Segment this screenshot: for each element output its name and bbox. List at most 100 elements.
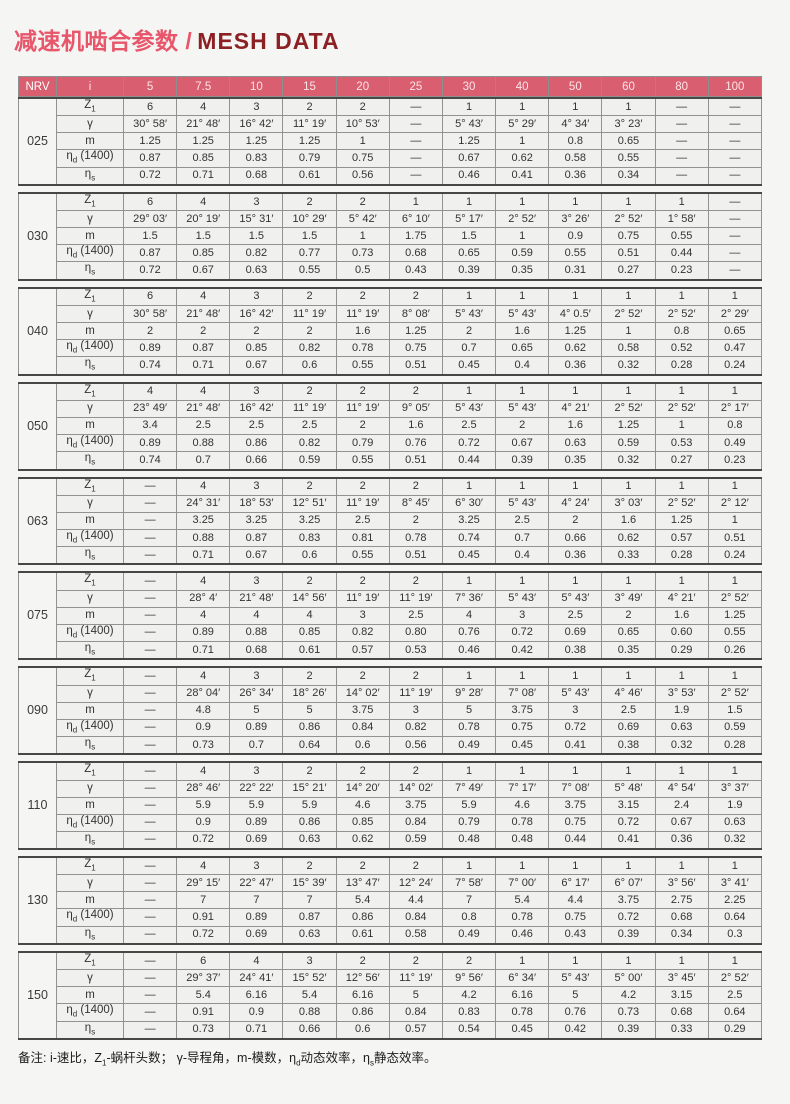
- value-cell: 1: [601, 287, 656, 307]
- value-cell: 5.9: [176, 796, 231, 815]
- value-cell: 7: [282, 891, 337, 910]
- value-cell: 0.61: [335, 925, 390, 945]
- value-cell: 0.82: [388, 718, 443, 737]
- value-cell: 0.35: [495, 261, 550, 281]
- value-cell: 0.66: [282, 1020, 337, 1040]
- table-row: m —7 7 7 5.4 4.4 7 5.4 4.4 3.75 2.75 2.25: [19, 891, 763, 910]
- value-cell: 0.34: [654, 925, 709, 945]
- value-cell: —: [707, 115, 763, 134]
- table-row: 063 Z1—4 3 2 2 2 1 1 1 1 1 1: [18, 477, 763, 565]
- value-cell: 5.4: [282, 986, 337, 1005]
- value-cell: 2.5: [282, 416, 337, 435]
- param-label-m: m: [56, 891, 124, 910]
- param-label-text: (1400): [77, 529, 114, 542]
- value-cell: —: [122, 813, 178, 832]
- value-cell: 0.8: [441, 908, 497, 927]
- table-row: γ 30° 58′ 21° 48′ 16° 42′ 11° 19′ 10° 53′ —5° …: [19, 115, 763, 134]
- value-cell: 0.72: [122, 166, 178, 186]
- nrv-size-label: 025: [18, 98, 57, 185]
- param-label-eta_d: ηd (1400): [56, 339, 124, 358]
- value-cell: 5° 42′: [335, 210, 390, 229]
- value-cell: 0.27: [601, 261, 656, 281]
- value-cell: 1: [495, 192, 550, 212]
- value-cell: 4: [176, 382, 231, 401]
- value-cell: 2° 52′: [495, 210, 550, 229]
- table-row: ηd (1400) —0.9 0.89 0.86 0.84 0.82 0.78 0.75 0.7…: [19, 718, 763, 737]
- value-cell: 0.63: [282, 830, 337, 850]
- value-cell: 0.72: [176, 925, 231, 945]
- value-cell: 0.55: [282, 261, 337, 281]
- table-row: 130 Z1—4 3 2 2 2 1 1 1 1 1 1: [18, 856, 763, 945]
- value-cell: 1.25: [282, 132, 337, 151]
- value-cell: —: [122, 606, 178, 625]
- value-cell: 2: [335, 761, 390, 781]
- value-cell: 2: [282, 477, 337, 496]
- value-cell: 2: [388, 666, 443, 686]
- value-cell: 4° 21′: [548, 399, 603, 418]
- value-cell: 0.39: [495, 451, 550, 471]
- value-cell: 0.31: [548, 261, 603, 281]
- value-cell: 0.87: [176, 339, 231, 358]
- value-cell: 1: [495, 571, 550, 591]
- param-label-eta_d: ηd (1400): [56, 528, 124, 548]
- param-label-text: η: [66, 1004, 73, 1017]
- value-cell: 2: [335, 951, 390, 971]
- table-row: 050 Z1 4 4 3 2 2 2 1 1 1 1 1 1: [18, 382, 763, 470]
- value-cell: 1.25: [654, 511, 709, 530]
- value-cell: 20° 19′: [176, 210, 231, 229]
- value-cell: 0.65: [707, 322, 763, 341]
- header-cell-ratio: 60: [601, 76, 656, 97]
- value-cell: 0.88: [176, 433, 231, 453]
- value-cell: 0.84: [388, 813, 443, 832]
- value-cell: —: [122, 1020, 178, 1040]
- value-cell: 0.36: [548, 166, 603, 186]
- param-label-gamma: γ: [56, 305, 124, 324]
- value-cell: —: [388, 115, 443, 134]
- value-cell: 0.3: [707, 925, 763, 945]
- value-cell: 0.4: [495, 546, 550, 565]
- param-label-text: m: [85, 324, 95, 337]
- value-cell: 5° 00′: [601, 969, 656, 988]
- value-cell: 3° 41′: [707, 874, 763, 893]
- value-cell: 0.7: [441, 339, 497, 358]
- nrv-size-label: 050: [18, 382, 57, 470]
- value-cell: —: [122, 830, 178, 850]
- value-cell: —: [122, 546, 178, 565]
- value-cell: 0.85: [282, 623, 337, 643]
- value-cell: 1: [441, 192, 497, 212]
- value-cell: 1: [441, 856, 497, 876]
- mesh-section-030: 030 Z1 6 4 3 2 2 1 1 1 1 1 1— γ 29° 03′ 20° 19′ 15° 31′ 1…: [18, 191, 763, 281]
- param-label-text: Z: [84, 763, 92, 776]
- value-cell: 1: [495, 382, 550, 401]
- value-cell: 1.25: [229, 132, 284, 151]
- param-label-text: d: [72, 250, 78, 260]
- value-cell: 1: [548, 477, 603, 496]
- value-cell: 0.39: [601, 1020, 656, 1040]
- value-cell: 10° 29′: [282, 210, 337, 229]
- value-cell: 0.87: [229, 528, 284, 548]
- page-title: 减速机啮合参数 / MESH DATA: [0, 0, 790, 76]
- value-cell: 0.68: [388, 244, 443, 263]
- param-label-text: γ: [87, 782, 93, 795]
- value-cell: 1: [707, 856, 763, 876]
- value-cell: 4: [176, 856, 231, 876]
- param-label-eta_d: ηd (1400): [56, 908, 124, 927]
- value-cell: 1.5: [122, 227, 178, 246]
- value-cell: 0.52: [654, 339, 709, 358]
- header-cell-ratio: 20: [335, 76, 390, 97]
- value-cell: 1: [441, 571, 497, 591]
- param-label-text: η: [66, 340, 73, 353]
- value-cell: 5° 43′: [495, 589, 550, 608]
- param-label-z1: Z1: [56, 287, 124, 307]
- value-cell: 1: [548, 97, 603, 117]
- value-cell: 29° 03′: [122, 210, 178, 229]
- value-cell: 0.55: [654, 227, 709, 246]
- value-cell: 0.78: [495, 1003, 550, 1022]
- value-cell: 1: [707, 382, 763, 401]
- param-label-text: η: [84, 642, 92, 655]
- value-cell: 6.16: [335, 986, 390, 1005]
- value-cell: 15° 21′: [282, 779, 337, 798]
- param-label-eta_d: ηd (1400): [56, 1003, 124, 1022]
- value-cell: 0.24: [707, 546, 763, 565]
